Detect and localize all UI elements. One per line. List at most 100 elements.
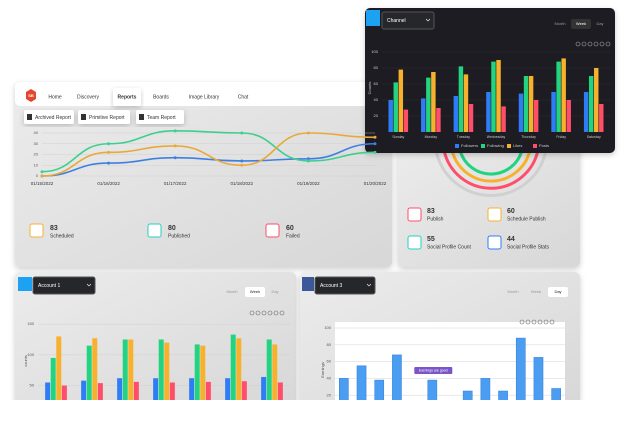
x-tick-label: 01/15/2022 bbox=[31, 181, 54, 186]
chart: Account 1 Month Week Day 50 100 150 counts bbox=[23, 276, 290, 400]
stat-icon bbox=[487, 207, 502, 222]
nav-item[interactable]: Chat bbox=[238, 94, 249, 100]
bar bbox=[523, 76, 529, 132]
report-button[interactable] bbox=[78, 110, 130, 124]
report-button[interactable] bbox=[136, 110, 184, 124]
line-series bbox=[41, 130, 376, 173]
bar bbox=[230, 334, 236, 400]
button-label: Primitive Report bbox=[89, 115, 125, 121]
bar bbox=[599, 104, 604, 132]
toolbar-icon[interactable] bbox=[593, 41, 599, 47]
period-active bbox=[245, 287, 265, 297]
stat-value: 55 bbox=[427, 236, 435, 243]
toolbar-icon[interactable] bbox=[273, 310, 279, 316]
bar bbox=[561, 58, 566, 132]
y-tick-label: 80 bbox=[327, 342, 332, 347]
x-tick-label: 01/20/2022 bbox=[364, 181, 387, 186]
y-tick-label: 20 bbox=[374, 113, 379, 118]
bar bbox=[583, 92, 589, 132]
x-tick-label: 01/17/2022 bbox=[164, 181, 187, 186]
nav-bar bbox=[15, 82, 392, 106]
bar bbox=[81, 380, 87, 400]
bar bbox=[225, 378, 231, 400]
toolbar-icon[interactable] bbox=[267, 310, 273, 316]
report-button[interactable] bbox=[24, 110, 74, 124]
tooltip-text: Earnings are good bbox=[419, 368, 448, 372]
y-tick-label: 10 bbox=[34, 162, 39, 167]
line-series bbox=[41, 142, 376, 177]
ring bbox=[434, 149, 548, 197]
toolbar-icon[interactable] bbox=[261, 310, 267, 316]
bar bbox=[468, 104, 474, 132]
logo-text: SB bbox=[28, 93, 34, 98]
account-dropdown[interactable] bbox=[314, 276, 376, 295]
toolbar-icon[interactable] bbox=[575, 41, 581, 47]
toolbar-icon[interactable] bbox=[255, 310, 261, 316]
line-point bbox=[240, 131, 244, 135]
bar bbox=[61, 385, 67, 400]
toolbar-icon[interactable] bbox=[587, 41, 593, 47]
toolbar-icon[interactable] bbox=[279, 310, 285, 316]
line-point bbox=[173, 144, 177, 148]
toolbar-icon[interactable] bbox=[519, 319, 525, 325]
bar bbox=[374, 379, 385, 400]
account-dropdown[interactable] bbox=[381, 11, 435, 30]
bar bbox=[261, 376, 267, 400]
plot-bg bbox=[335, 322, 565, 400]
stats: 83Scheduled80Published60Failed83Publish6… bbox=[29, 207, 549, 250]
bar bbox=[236, 338, 242, 400]
bar bbox=[169, 382, 175, 400]
toolbar-icon[interactable] bbox=[525, 319, 531, 325]
period-option[interactable]: Day bbox=[554, 289, 561, 294]
x-tick-label: 01/19/2022 bbox=[297, 181, 320, 186]
bar bbox=[92, 338, 98, 400]
bar bbox=[50, 357, 56, 400]
bar bbox=[277, 382, 283, 400]
x-tick-label: Friday bbox=[556, 135, 566, 139]
period-option[interactable]: Week bbox=[531, 289, 541, 294]
nav-item[interactable]: Reports bbox=[118, 94, 137, 100]
nav-item[interactable]: Boards bbox=[153, 94, 169, 100]
bar bbox=[189, 378, 195, 400]
nav-item[interactable]: Image Library bbox=[189, 94, 220, 100]
ring bbox=[442, 149, 540, 190]
y-tick-label: 40 bbox=[327, 375, 332, 380]
toolbar-icon[interactable] bbox=[581, 41, 587, 47]
period-option[interactable]: Day bbox=[596, 21, 603, 26]
line-point bbox=[40, 170, 44, 174]
toolbar-icon[interactable] bbox=[599, 41, 605, 47]
toolbar-icon[interactable] bbox=[531, 319, 537, 325]
x-tick-label: 01/16/2022 bbox=[97, 181, 120, 186]
stat-label: Schedule Publish bbox=[507, 216, 546, 222]
line-point bbox=[306, 157, 310, 161]
toolbar-icon[interactable] bbox=[249, 310, 255, 316]
nav-item[interactable]: Home bbox=[48, 94, 62, 100]
bar bbox=[486, 92, 491, 132]
x-tick-label: Thursday bbox=[521, 135, 536, 139]
line-point bbox=[373, 150, 377, 154]
account-dropdown[interactable] bbox=[32, 276, 96, 295]
period-option[interactable]: Week bbox=[250, 289, 260, 294]
period-active bbox=[548, 287, 568, 297]
button-icon bbox=[139, 114, 144, 120]
nav-item[interactable]: Discovery bbox=[77, 94, 99, 100]
toolbar-icon[interactable] bbox=[549, 319, 555, 325]
legend-swatch bbox=[507, 144, 511, 148]
bar bbox=[117, 378, 123, 400]
period-option[interactable]: Month bbox=[507, 289, 518, 294]
bar bbox=[398, 69, 404, 132]
period-option[interactable]: Month bbox=[226, 289, 237, 294]
ring bbox=[450, 149, 532, 183]
period-option[interactable]: Month bbox=[554, 21, 565, 26]
line-point bbox=[373, 142, 377, 146]
y-tick-label: 20 bbox=[327, 392, 332, 397]
report-buttons: Archived Report Primitive Report Team Repo… bbox=[24, 110, 184, 124]
y-tick-label: 60 bbox=[327, 359, 332, 364]
period-option[interactable]: Day bbox=[271, 289, 278, 294]
stat-value: 83 bbox=[50, 225, 58, 232]
toolbar-icon[interactable] bbox=[543, 319, 549, 325]
toolbar-icon[interactable] bbox=[537, 319, 543, 325]
toolbar-icon[interactable] bbox=[605, 41, 611, 47]
period-option[interactable]: Week bbox=[576, 21, 586, 26]
